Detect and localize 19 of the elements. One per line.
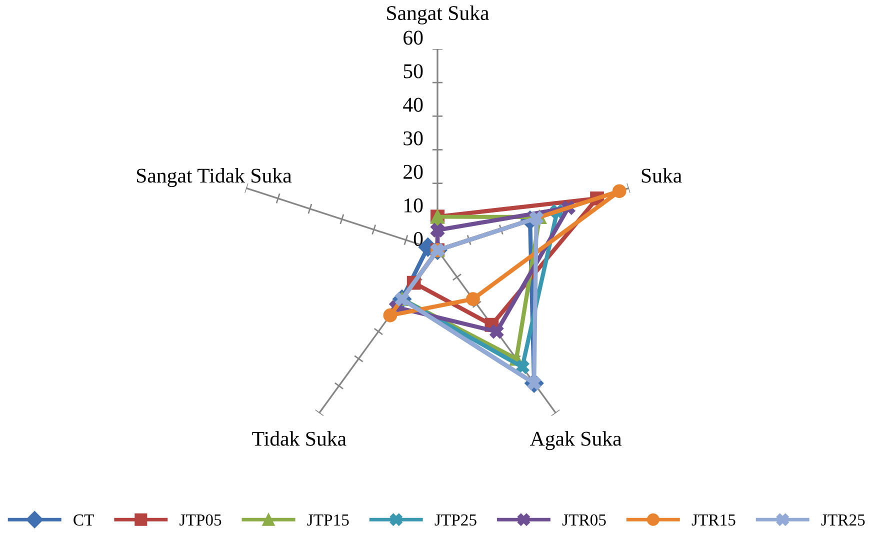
y-tick-label: 30 [404,131,423,146]
legend-label: JTP05 [180,514,222,526]
legend-label: JTP15 [307,514,349,526]
spoke-label: Sangat Tidak Suka [136,168,292,187]
spoke-label: Tidak Suka [252,431,346,446]
y-tick-label: 10 [404,198,423,212]
legend-label: JTR25 [821,514,865,526]
legend-label: CT [74,514,94,526]
y-tick-label: 20 [404,164,423,179]
spoke-label: Suka [642,168,682,183]
y-tick-label: 0 [414,232,423,246]
legend-label: JTR05 [562,514,606,526]
y-tick-label: 40 [403,98,423,112]
y-tick-label: 50 [404,64,423,78]
spoke-label: Agak Suka [530,431,622,450]
legend-label: JTP25 [434,514,476,526]
legend-label: JTR15 [692,514,736,526]
spoke-label: Sangat Suka [387,5,490,24]
y-tick-label: 60 [404,30,423,45]
